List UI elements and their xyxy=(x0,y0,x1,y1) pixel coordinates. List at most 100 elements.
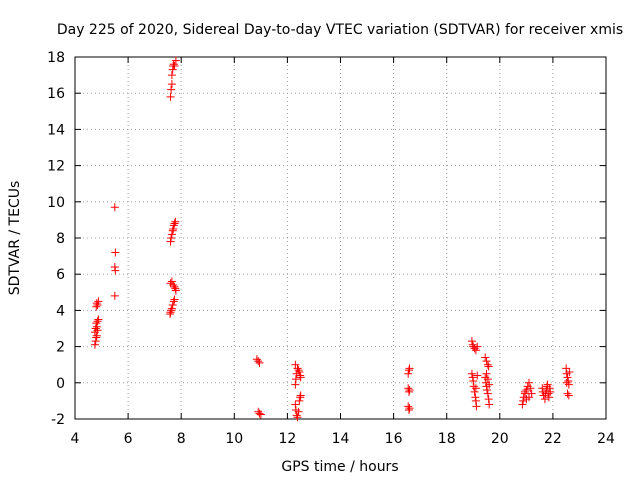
data-point xyxy=(296,373,305,382)
data-point xyxy=(565,367,574,376)
data-point xyxy=(481,353,490,362)
data-point xyxy=(484,362,493,371)
data-point xyxy=(170,295,179,304)
y-tick-label: 16 xyxy=(47,86,65,102)
y-tick-label: -2 xyxy=(51,412,65,428)
data-point xyxy=(483,375,492,384)
data-point xyxy=(167,277,176,286)
data-point xyxy=(526,384,535,393)
data-point xyxy=(166,237,175,246)
data-point xyxy=(404,369,413,378)
data-point xyxy=(404,405,413,414)
grid-lines xyxy=(75,57,606,419)
y-tick-label: 12 xyxy=(47,159,65,175)
x-tick-label: 6 xyxy=(124,431,133,447)
x-tick-label: 22 xyxy=(544,431,562,447)
data-point xyxy=(171,286,180,295)
data-point xyxy=(94,315,103,324)
data-point xyxy=(296,391,305,400)
data-point xyxy=(92,299,101,308)
x-tick-label: 10 xyxy=(225,431,243,447)
data-point xyxy=(90,340,99,349)
data-point xyxy=(471,384,480,393)
data-point xyxy=(525,378,534,387)
data-point xyxy=(169,60,178,69)
x-tick-label: 14 xyxy=(332,431,350,447)
data-point xyxy=(93,317,102,326)
data-point xyxy=(291,380,300,389)
data-point xyxy=(295,396,304,405)
data-point xyxy=(254,357,263,366)
x-tick-label: 16 xyxy=(385,431,403,447)
data-point xyxy=(167,80,176,89)
data-point xyxy=(519,396,528,405)
data-point xyxy=(482,357,491,366)
data-point xyxy=(467,337,476,346)
data-point xyxy=(110,291,119,300)
data-point xyxy=(110,203,119,212)
data-point xyxy=(404,402,413,411)
x-tick-label: 18 xyxy=(438,431,456,447)
data-point xyxy=(471,396,480,405)
axis-ticks xyxy=(74,56,607,420)
data-point xyxy=(485,380,494,389)
data-point xyxy=(404,366,413,375)
data-point xyxy=(404,384,413,393)
x-tick-label: 24 xyxy=(597,431,615,447)
data-point xyxy=(91,337,100,346)
data-point xyxy=(473,371,482,380)
data-point xyxy=(169,221,178,230)
data-point xyxy=(256,410,265,419)
data-point xyxy=(170,62,179,71)
data-point xyxy=(564,376,573,385)
data-point xyxy=(405,364,414,373)
data-point xyxy=(544,393,553,402)
data-point xyxy=(169,224,178,233)
data-point xyxy=(483,360,492,369)
y-tick-label: 8 xyxy=(56,231,65,247)
data-point xyxy=(166,310,175,319)
data-point xyxy=(485,400,494,409)
y-tick-label: 2 xyxy=(56,340,65,356)
data-point xyxy=(167,85,176,94)
data-point xyxy=(542,386,551,395)
data-point xyxy=(518,400,527,409)
data-point xyxy=(295,367,304,376)
data-point xyxy=(563,373,572,382)
data-point xyxy=(170,219,179,228)
y-tick-label: 0 xyxy=(56,376,65,392)
data-point xyxy=(92,302,101,311)
data-point xyxy=(293,364,302,373)
data-point xyxy=(540,395,549,404)
data-point xyxy=(93,300,102,309)
data-point xyxy=(468,340,477,349)
data-point xyxy=(167,304,176,313)
data-point xyxy=(483,389,492,398)
data-point xyxy=(525,393,534,402)
data-point xyxy=(473,342,482,351)
data-point xyxy=(171,56,180,65)
data-point xyxy=(294,407,303,416)
data-point xyxy=(294,366,303,375)
data-point xyxy=(168,226,177,235)
data-point xyxy=(92,333,101,342)
y-tick-label: 18 xyxy=(47,50,65,66)
data-point xyxy=(405,404,414,413)
data-point xyxy=(543,380,552,389)
data-point xyxy=(545,384,554,393)
data-point xyxy=(538,384,547,393)
data-point xyxy=(562,378,571,387)
data-point xyxy=(483,386,492,395)
data-point xyxy=(91,324,100,333)
data-point xyxy=(296,371,305,380)
y-axis-label: SDTVAR / TECUs xyxy=(7,181,23,296)
data-point xyxy=(167,230,176,239)
x-tick-label: 12 xyxy=(278,431,296,447)
data-point xyxy=(470,387,479,396)
data-point xyxy=(564,380,573,389)
data-point xyxy=(467,369,476,378)
y-tick-label: 6 xyxy=(56,267,65,283)
data-point xyxy=(293,413,302,422)
